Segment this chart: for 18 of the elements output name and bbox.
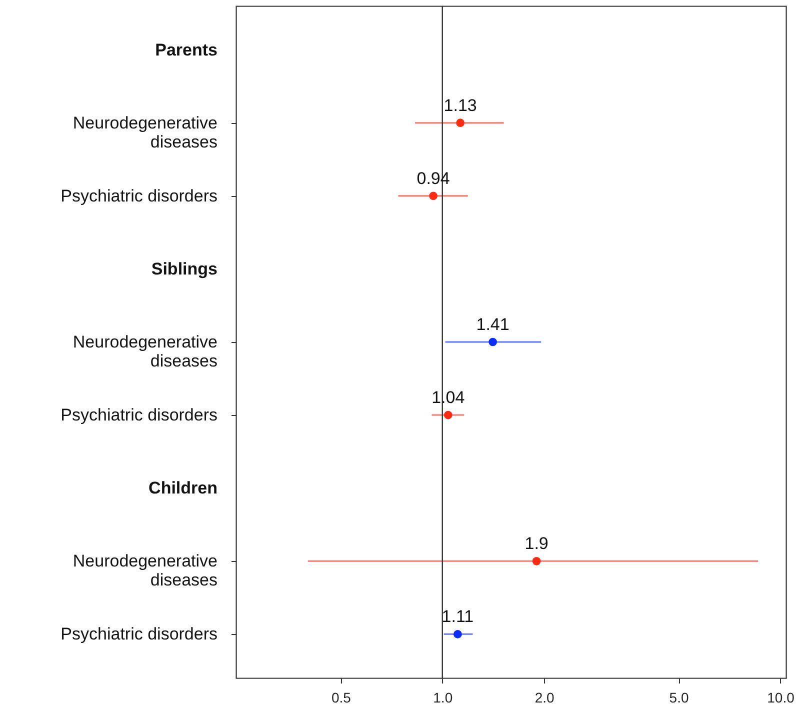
y-tick-label: Neurodegenerative diseases bbox=[72, 332, 218, 370]
y-tick-label: Parents bbox=[155, 40, 218, 60]
y-tick-label: Children bbox=[148, 478, 218, 498]
y-tick-label: Psychiatric disorders bbox=[60, 624, 218, 644]
data-label: 1.13 bbox=[444, 96, 477, 115]
y-tick-label: Neurodegenerative diseases bbox=[72, 552, 218, 590]
x-tick-label: 1.0 bbox=[433, 690, 453, 706]
x-tick-label: 10.0 bbox=[767, 690, 795, 706]
data-label: 1.41 bbox=[476, 315, 510, 334]
data-label: 1.11 bbox=[442, 607, 474, 626]
y-tick-label: Psychiatric disorders bbox=[60, 186, 218, 206]
y-tick-label: Siblings bbox=[151, 259, 218, 278]
y-tick-label: Neurodegenerative diseases bbox=[72, 113, 218, 152]
data-label: 1.9 bbox=[524, 534, 548, 554]
x-tick-label: 0.5 bbox=[331, 690, 352, 706]
x-tick-label: 5.0 bbox=[669, 690, 689, 706]
x-tick-label: 2.0 bbox=[534, 690, 555, 706]
y-tick-label: Psychiatric disorders bbox=[60, 406, 218, 425]
